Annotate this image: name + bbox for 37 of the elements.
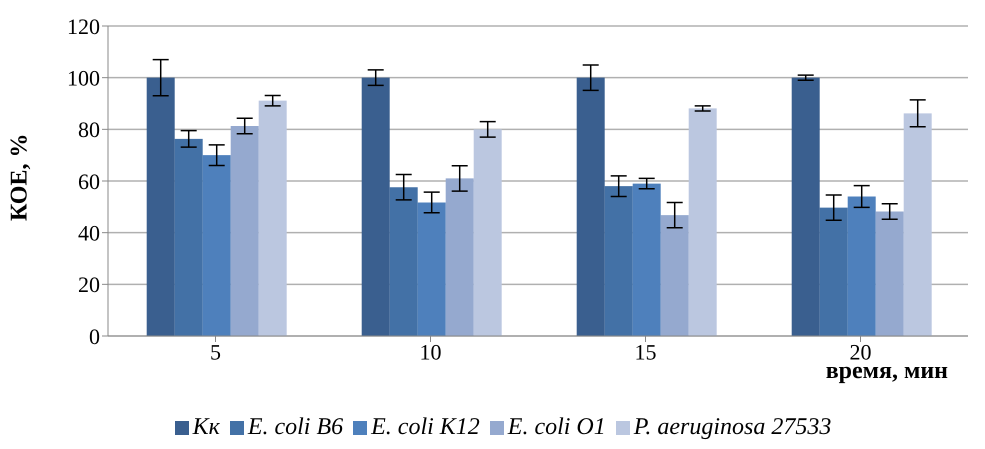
bar: [660, 215, 689, 336]
bar: [174, 138, 203, 336]
x-tick-label: 5: [210, 340, 221, 365]
bar: [904, 113, 932, 336]
y-axis-title: КОЕ, %: [6, 134, 33, 221]
bar: [632, 184, 661, 336]
bar: [876, 211, 904, 336]
y-tick-label: 40: [78, 220, 100, 246]
legend-label: E. coli K12: [371, 414, 480, 440]
bar: [146, 78, 175, 336]
bar: [474, 129, 502, 336]
legend-label: E. coli O1: [508, 414, 606, 440]
legend-label: P. aeruginosa 27533: [634, 414, 832, 440]
bar: [688, 108, 717, 336]
y-tick-label: 100: [67, 65, 100, 90]
bar: [202, 155, 231, 336]
bar: [258, 100, 287, 336]
y-tick-label: 120: [67, 14, 100, 39]
bar: [576, 78, 605, 336]
legend-label: Кк: [192, 414, 220, 440]
bar: [418, 202, 446, 336]
x-tick-label: 10: [420, 340, 442, 365]
bar: [390, 187, 418, 336]
bar: [792, 78, 820, 336]
x-tick-label: 15: [634, 340, 656, 365]
x-tick-label: 20: [850, 340, 872, 365]
bar: [230, 126, 259, 336]
y-tick-label: 60: [78, 168, 100, 194]
y-tick-label: 20: [78, 272, 100, 298]
legend-label: E. coli B6: [248, 414, 344, 440]
bar: [446, 178, 474, 336]
y-tick-label: 0: [89, 324, 100, 349]
bar: [848, 196, 876, 336]
bar: [820, 208, 848, 336]
bar: [604, 186, 633, 336]
y-tick-label: 80: [78, 117, 100, 142]
bar: [362, 78, 390, 336]
